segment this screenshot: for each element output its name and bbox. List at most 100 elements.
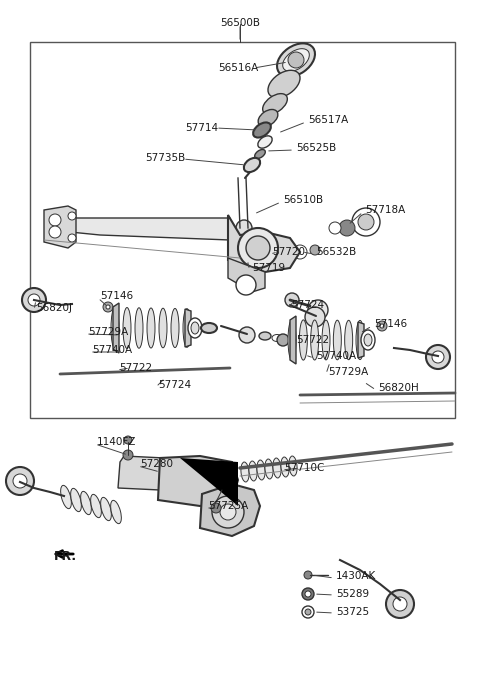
Text: 56500B: 56500B [220, 18, 260, 28]
Circle shape [310, 245, 320, 255]
Ellipse shape [244, 158, 260, 172]
Circle shape [277, 334, 289, 346]
Circle shape [352, 208, 380, 236]
Ellipse shape [288, 319, 296, 360]
Ellipse shape [71, 489, 81, 512]
Circle shape [393, 597, 407, 611]
Circle shape [302, 588, 314, 600]
Text: 57724: 57724 [158, 380, 191, 390]
Polygon shape [200, 484, 260, 536]
Text: 57740A: 57740A [316, 351, 356, 361]
Text: 57724: 57724 [291, 300, 324, 310]
Circle shape [49, 214, 61, 226]
Ellipse shape [188, 318, 202, 338]
Text: 57740A: 57740A [92, 345, 132, 355]
Text: 1430AK: 1430AK [336, 571, 376, 581]
Circle shape [220, 504, 236, 520]
Text: 57722: 57722 [296, 335, 329, 345]
Text: 53725: 53725 [336, 607, 369, 617]
Text: 57280: 57280 [140, 459, 173, 469]
Bar [30, 42, 455, 418]
Circle shape [211, 503, 221, 513]
Circle shape [236, 275, 256, 295]
Circle shape [305, 609, 311, 615]
Circle shape [68, 212, 76, 220]
Circle shape [22, 288, 46, 312]
Ellipse shape [258, 109, 278, 127]
Ellipse shape [322, 320, 330, 360]
Circle shape [28, 294, 40, 306]
Ellipse shape [241, 462, 249, 482]
Circle shape [329, 222, 341, 234]
Polygon shape [180, 458, 238, 506]
Text: 57710C: 57710C [284, 463, 324, 473]
Ellipse shape [81, 491, 91, 515]
Ellipse shape [265, 459, 273, 479]
Circle shape [246, 236, 270, 260]
Polygon shape [158, 456, 238, 506]
Ellipse shape [183, 309, 191, 347]
Ellipse shape [272, 334, 282, 342]
Ellipse shape [361, 330, 375, 350]
Circle shape [432, 351, 444, 363]
Ellipse shape [364, 334, 372, 346]
Ellipse shape [257, 460, 265, 480]
Polygon shape [228, 215, 300, 272]
Circle shape [13, 474, 27, 488]
Text: 56517A: 56517A [308, 115, 348, 125]
Text: 1140FZ: 1140FZ [97, 437, 136, 447]
Circle shape [239, 327, 255, 343]
Circle shape [103, 302, 113, 312]
Ellipse shape [101, 497, 111, 520]
Text: 56820H: 56820H [378, 383, 419, 393]
Text: 57146: 57146 [100, 291, 133, 301]
Ellipse shape [281, 457, 289, 477]
Circle shape [302, 606, 314, 618]
Ellipse shape [259, 332, 271, 340]
Circle shape [270, 244, 286, 260]
Circle shape [124, 436, 132, 444]
Circle shape [106, 305, 110, 309]
Ellipse shape [159, 308, 167, 348]
Ellipse shape [111, 307, 119, 348]
Ellipse shape [311, 320, 319, 360]
Polygon shape [118, 456, 180, 490]
Text: 57729A: 57729A [88, 327, 128, 337]
Ellipse shape [123, 307, 131, 348]
Text: 57714: 57714 [185, 123, 218, 133]
Circle shape [212, 496, 244, 528]
Circle shape [339, 220, 355, 236]
Circle shape [380, 324, 384, 328]
Ellipse shape [60, 485, 72, 509]
Circle shape [358, 214, 374, 230]
Circle shape [238, 228, 278, 268]
Text: 57719: 57719 [252, 263, 285, 273]
Ellipse shape [258, 136, 272, 148]
Ellipse shape [283, 49, 309, 71]
Ellipse shape [191, 322, 199, 334]
Text: 55289: 55289 [336, 589, 369, 599]
Text: 57722: 57722 [119, 363, 152, 373]
Polygon shape [290, 316, 296, 364]
Circle shape [123, 450, 133, 460]
Circle shape [308, 300, 328, 320]
Circle shape [377, 321, 387, 331]
Ellipse shape [135, 308, 143, 348]
Circle shape [305, 307, 325, 327]
Text: 56532B: 56532B [316, 247, 356, 257]
Ellipse shape [147, 308, 155, 348]
Ellipse shape [268, 70, 300, 98]
Text: 56510B: 56510B [283, 195, 323, 205]
Text: 56525B: 56525B [296, 143, 336, 153]
Ellipse shape [171, 309, 179, 348]
Polygon shape [358, 322, 364, 358]
Circle shape [304, 571, 312, 579]
Ellipse shape [263, 94, 288, 115]
Circle shape [68, 234, 76, 242]
Ellipse shape [201, 323, 217, 333]
Ellipse shape [273, 458, 281, 478]
Text: 57146: 57146 [374, 319, 407, 329]
Circle shape [6, 467, 34, 495]
Ellipse shape [300, 320, 307, 360]
Circle shape [386, 590, 414, 618]
